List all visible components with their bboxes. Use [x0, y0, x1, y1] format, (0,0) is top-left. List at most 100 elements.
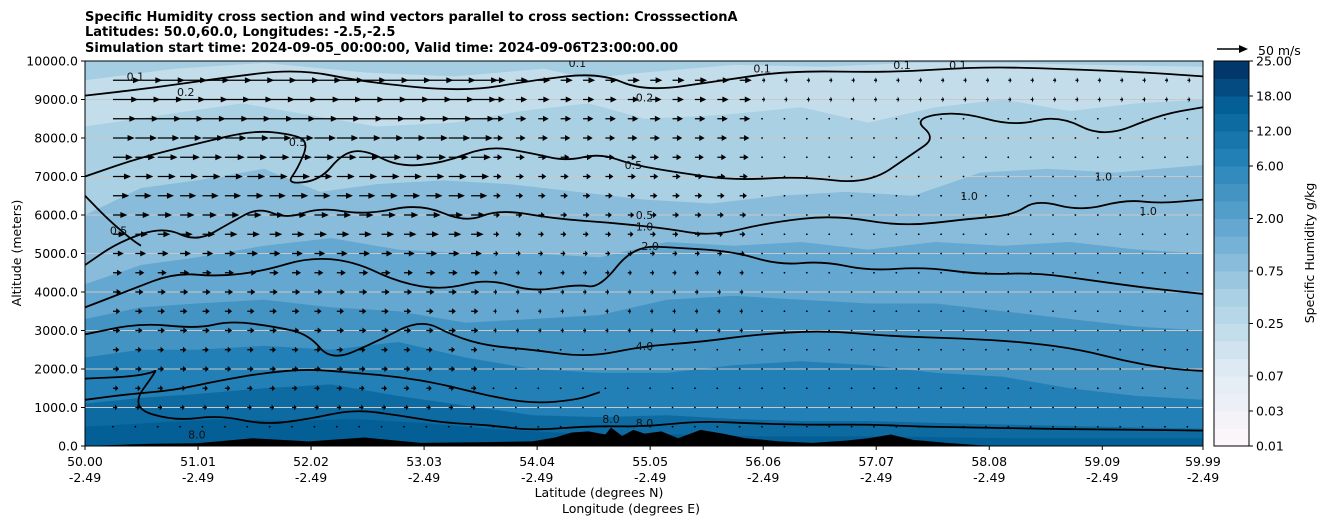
wind-vector [202, 115, 226, 122]
wind-vector [1074, 214, 1077, 216]
wind-vector [493, 77, 506, 84]
wind-vector [717, 96, 729, 103]
wind-vector [1119, 406, 1122, 409]
wind-vector [940, 291, 943, 293]
wind-vector [1030, 96, 1034, 103]
wind-vector [805, 194, 808, 197]
wind-vector [269, 231, 283, 238]
contour-label: 0.1 [949, 59, 967, 72]
wind-vector [515, 115, 527, 122]
wind-vector [1119, 368, 1122, 370]
wind-vector [1074, 233, 1077, 236]
wind-vector [1007, 117, 1010, 120]
wind-vector [962, 271, 965, 274]
terrain-profile [85, 427, 1203, 446]
wind-vector [269, 192, 286, 199]
wind-vector [538, 212, 545, 218]
wind-vector [917, 368, 920, 370]
wind-vector [202, 231, 216, 238]
wind-vector [269, 212, 285, 218]
wind-vector [1164, 117, 1166, 120]
wind-vector [538, 115, 549, 122]
wind-vector [984, 348, 987, 351]
colorbar-tick-label: 6.00 [1256, 159, 1284, 174]
wind-vector [605, 327, 609, 334]
wind-vector [583, 212, 590, 218]
contour-label: 0.5 [110, 224, 128, 237]
wind-vector [180, 404, 185, 411]
wind-vector [895, 175, 898, 178]
wind-vector [1074, 310, 1077, 313]
wind-vector [515, 250, 521, 257]
wind-vector [426, 308, 434, 315]
wind-vector [1096, 271, 1099, 274]
colorbar-segment [1214, 288, 1249, 307]
wind-vector [180, 192, 197, 199]
wind-vector [895, 214, 898, 216]
wind-vector [984, 233, 987, 236]
wind-vector [1120, 77, 1124, 84]
wind-vector [672, 192, 680, 199]
wind-vector [112, 269, 122, 276]
wind-vector [873, 194, 875, 197]
wind-vector [224, 96, 251, 103]
wind-vector [157, 173, 176, 180]
wind-vector [448, 231, 462, 238]
contour-label: 0.1 [893, 59, 911, 72]
wind-vector [783, 310, 786, 313]
x-tick-label-lon: -2.49 [747, 470, 779, 485]
wind-vector [940, 214, 943, 216]
wind-vector [627, 250, 633, 257]
wind-vector [157, 269, 167, 276]
wind-vector [359, 135, 381, 141]
wind-vector [805, 368, 808, 370]
wind-vector [426, 366, 433, 372]
wind-vector [694, 192, 703, 199]
wind-vector [471, 289, 480, 295]
wind-vector [1164, 252, 1166, 255]
wind-vector [694, 327, 699, 334]
wind-vector [559, 387, 562, 390]
wind-vector [671, 406, 674, 409]
wind-vector [448, 192, 465, 199]
wind-vector [538, 173, 547, 180]
wind-vector [1029, 117, 1032, 120]
colorbar-segment [1214, 236, 1249, 254]
wind-vector [1164, 96, 1168, 103]
wind-vector [717, 289, 721, 295]
wind-vector [984, 194, 987, 197]
wind-vector [247, 212, 262, 218]
contour-label: 1.0 [960, 190, 978, 203]
wind-vector [403, 192, 421, 199]
y-tick-label: 10000.0 [26, 54, 78, 69]
wind-vector [1074, 329, 1077, 332]
wind-vector [672, 77, 685, 84]
wind-vector [583, 96, 595, 103]
wind-vector [1186, 348, 1189, 351]
wind-vector [1164, 310, 1166, 313]
wind-vector [471, 269, 481, 276]
x-tick-label-lon: -2.49 [69, 470, 101, 485]
wind-vector [180, 289, 189, 295]
wind-vector [448, 346, 456, 353]
wind-vector [336, 385, 343, 392]
wind-vector [1029, 194, 1032, 197]
wind-vector [917, 406, 920, 409]
wind-vector [627, 327, 632, 334]
wind-vector [381, 289, 390, 295]
wind-vector [537, 425, 540, 428]
wind-vector [850, 137, 853, 139]
wind-vector [492, 348, 495, 351]
wind-vector [962, 368, 965, 370]
contour-label: 2.0 [641, 240, 659, 253]
wind-vector [157, 250, 169, 257]
wind-vector [493, 96, 505, 103]
wind-vector [247, 77, 275, 84]
wind-vector [112, 327, 121, 334]
wind-vector [716, 406, 719, 409]
wind-vector [717, 135, 728, 141]
colorbar-segment [1214, 96, 1249, 114]
wind-vector [828, 233, 831, 236]
colorbar-segment [1214, 428, 1249, 447]
wind-vector [223, 425, 226, 428]
